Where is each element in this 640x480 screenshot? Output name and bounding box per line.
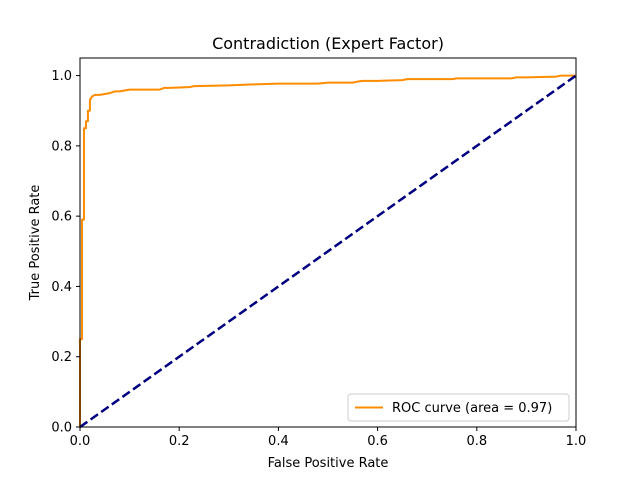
plot-area (80, 58, 576, 427)
y-tick-label: 1.0 (51, 69, 72, 84)
legend-box (347, 393, 570, 422)
x-tick-label: 0.8 (466, 434, 487, 449)
x-tick-label: 0.2 (169, 434, 190, 449)
legend-label: ROC curve (area = 0.97) (392, 401, 552, 416)
x-tick-label: 0.6 (367, 434, 388, 449)
chart-title: Contradiction (Expert Factor) (212, 34, 444, 53)
y-tick-label: 0.8 (51, 139, 72, 154)
y-tick-label: 0.2 (51, 350, 72, 365)
y-tick-label: 0.6 (51, 210, 72, 225)
x-tick-label: 0.0 (70, 434, 91, 449)
y-axis-label: True Positive Rate (28, 185, 43, 302)
x-ticks: 0.0 0.2 0.4 0.6 0.8 1.0 (70, 427, 587, 449)
legend: ROC curve (area = 0.97) (347, 393, 570, 422)
x-tick-label: 1.0 (566, 434, 587, 449)
series-layer (79, 74, 577, 429)
chance-diagonal-line (79, 74, 577, 429)
x-axis-label: False Positive Rate (268, 456, 389, 471)
plot-frame (79, 57, 577, 428)
y-tick-label: 0.4 (51, 280, 72, 295)
y-ticks: 0.0 0.2 0.4 0.6 0.8 1.0 (51, 69, 80, 436)
roc-curve-line (79, 74, 576, 427)
x-tick-label: 0.4 (268, 434, 289, 449)
y-tick-label: 0.0 (51, 421, 72, 436)
